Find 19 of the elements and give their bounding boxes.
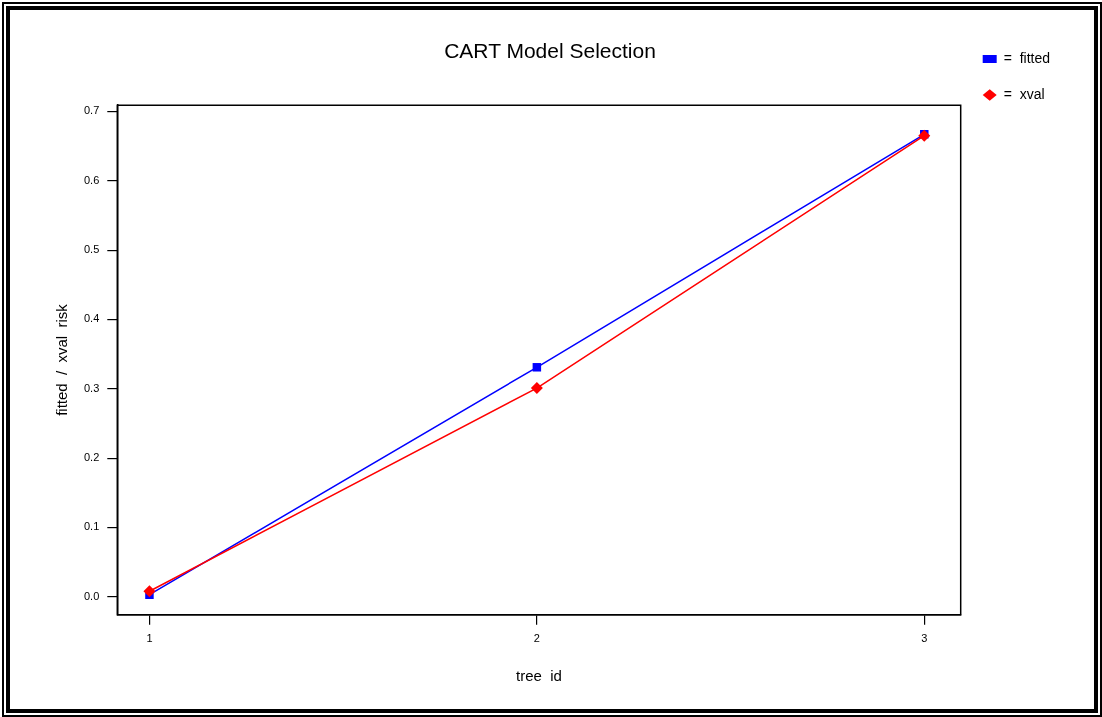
y-tick-label: 0.5 <box>83 243 100 256</box>
y-tick-label: 0.4 <box>83 312 100 325</box>
y-tick-label: 0.3 <box>83 381 100 394</box>
y-tick-label: 0.2 <box>83 451 100 464</box>
legend-label: = xval <box>1003 85 1045 102</box>
x-tick-label: 1 <box>146 632 153 645</box>
point <box>532 363 542 372</box>
y-tick-label: 0.7 <box>83 104 100 117</box>
point <box>143 585 156 598</box>
x-tick-label: 2 <box>533 632 540 645</box>
point <box>530 382 543 395</box>
x-axis-title: tree id <box>516 667 562 685</box>
y-tick-label: 0.6 <box>83 173 100 186</box>
legend-label: = fitted <box>1003 49 1051 66</box>
y-tick-label: 0.1 <box>83 520 100 533</box>
x-tick-label: 3 <box>921 632 928 645</box>
y-axis-title: fitted / xval risk <box>53 303 71 416</box>
y-tick-label: 0.0 <box>83 589 100 602</box>
chart-title: CART Model Selection <box>444 39 656 63</box>
